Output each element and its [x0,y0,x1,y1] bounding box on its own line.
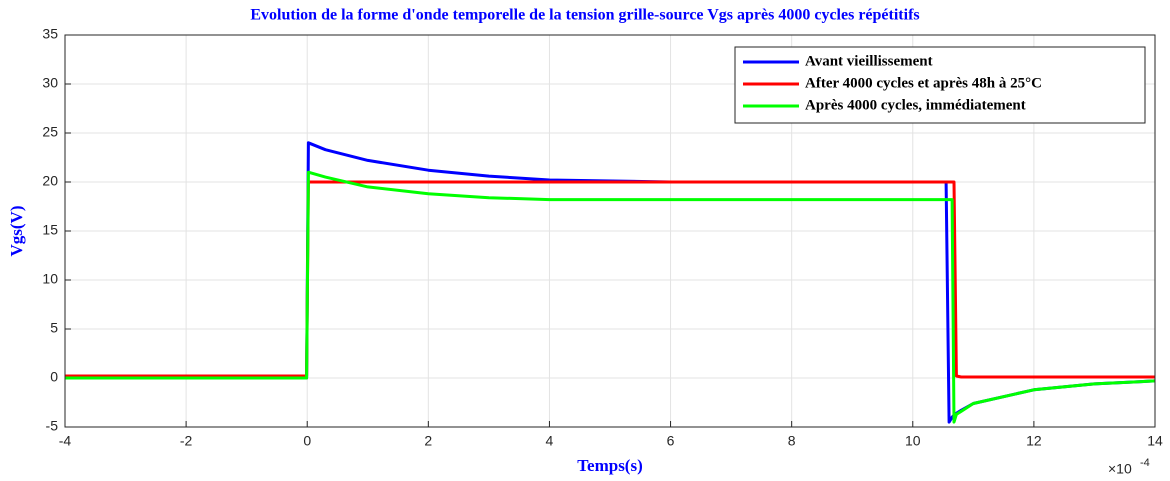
y-tick-label: 15 [42,222,58,238]
y-tick-label: 10 [42,271,58,287]
chart-title: Evolution de la forme d'onde temporelle … [250,7,919,24]
x-tick-label: 14 [1147,433,1163,449]
y-tick-label: -5 [46,418,59,434]
x-tick-label: 2 [424,433,432,449]
y-tick-label: 35 [42,26,58,42]
y-tick-label: 5 [50,320,58,336]
x-tick-label: -4 [59,433,72,449]
legend-label: Après 4000 cycles, immédiatement [805,97,1026,113]
y-tick-label: 0 [50,369,58,385]
legend-box [734,46,1146,124]
y-tick-label: 25 [42,124,58,140]
x-multiplier-exponent: -4 [1140,457,1150,469]
series-line [65,180,1155,379]
axes-box [64,34,1156,428]
x-tick-label: 0 [303,433,311,449]
x-tick-label: 10 [905,433,921,449]
x-tick-label: 8 [788,433,796,449]
y-tick-label: 20 [42,173,58,189]
x-axis-label: Temps(s) [577,456,643,475]
x-tick-label: 12 [1026,433,1042,449]
y-tick-label: 30 [42,75,58,91]
x-tick-label: -2 [180,433,193,449]
y-axis-label: Vgs(V) [7,206,26,257]
x-tick-label: 6 [667,433,675,449]
x-multiplier: ×10 [1108,461,1132,477]
legend-label: Avant vieillissement [805,53,933,69]
legend-label: After 4000 cycles et après 48h à 25°C [805,75,1042,91]
x-tick-label: 4 [546,433,554,449]
series-line [65,170,1156,424]
